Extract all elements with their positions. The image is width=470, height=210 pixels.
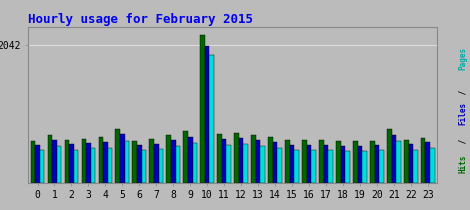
Bar: [311, 150, 316, 183]
Bar: [149, 139, 154, 183]
Bar: [362, 151, 367, 183]
Bar: [74, 150, 78, 183]
Bar: [116, 129, 120, 183]
Bar: [69, 144, 74, 183]
Text: /: /: [458, 134, 468, 148]
Bar: [370, 141, 375, 183]
Bar: [35, 145, 40, 183]
Bar: [396, 142, 401, 183]
Bar: [345, 151, 350, 183]
Bar: [324, 145, 328, 183]
Bar: [133, 141, 137, 183]
Bar: [200, 35, 205, 183]
Bar: [176, 146, 180, 183]
Bar: [285, 140, 290, 183]
Bar: [183, 131, 188, 183]
Bar: [120, 134, 125, 183]
Bar: [64, 140, 69, 183]
Bar: [341, 146, 345, 183]
Bar: [277, 148, 282, 183]
Bar: [166, 135, 171, 183]
Text: Pages: Pages: [458, 47, 468, 70]
Bar: [294, 150, 299, 183]
Bar: [222, 139, 227, 183]
Bar: [392, 135, 396, 183]
Bar: [290, 144, 294, 183]
Text: /: /: [458, 85, 468, 99]
Bar: [404, 140, 408, 183]
Bar: [430, 148, 435, 183]
Bar: [193, 143, 197, 183]
Bar: [336, 142, 341, 183]
Bar: [379, 150, 384, 183]
Bar: [52, 140, 57, 183]
Bar: [239, 138, 243, 183]
Text: Hits: Hits: [458, 155, 468, 173]
Bar: [103, 142, 108, 183]
Bar: [256, 140, 260, 183]
Bar: [47, 135, 52, 183]
Bar: [260, 146, 265, 183]
Bar: [421, 138, 425, 183]
Bar: [268, 137, 273, 183]
Bar: [108, 148, 112, 183]
Bar: [99, 137, 103, 183]
Bar: [217, 134, 222, 183]
Bar: [251, 135, 256, 183]
Bar: [319, 140, 324, 183]
Bar: [91, 148, 95, 183]
Bar: [227, 145, 231, 183]
Bar: [328, 150, 333, 183]
Bar: [31, 141, 35, 183]
Bar: [141, 150, 146, 183]
Bar: [425, 143, 430, 183]
Bar: [57, 146, 62, 183]
Bar: [353, 142, 358, 183]
Bar: [137, 145, 141, 183]
Bar: [307, 145, 311, 183]
Bar: [375, 145, 379, 183]
Bar: [158, 149, 163, 183]
Bar: [125, 141, 129, 183]
Bar: [171, 140, 176, 183]
Bar: [387, 129, 392, 183]
Bar: [205, 46, 210, 183]
Bar: [302, 140, 307, 183]
Bar: [154, 144, 158, 183]
Bar: [413, 150, 418, 183]
Text: Files: Files: [458, 102, 468, 125]
Bar: [234, 133, 239, 183]
Bar: [210, 55, 214, 183]
Bar: [408, 144, 413, 183]
Bar: [358, 146, 362, 183]
Bar: [188, 137, 193, 183]
Text: Hourly usage for February 2015: Hourly usage for February 2015: [28, 13, 253, 26]
Bar: [40, 150, 44, 183]
Bar: [243, 144, 248, 183]
Bar: [273, 143, 277, 183]
Bar: [86, 143, 91, 183]
Bar: [82, 139, 86, 183]
